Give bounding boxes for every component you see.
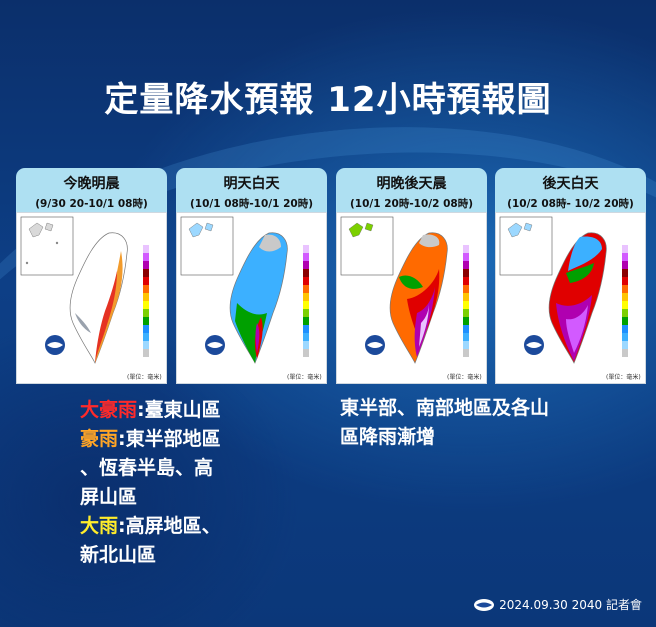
panel-time-range: (10/1 08時-10/1 20時) bbox=[190, 198, 313, 210]
heavy-rain-line: 大雨:高屏地區、 bbox=[80, 512, 280, 541]
torrential-text: :東半部地區 bbox=[118, 428, 221, 450]
panel-period-name: 明天白天 bbox=[223, 176, 280, 192]
rainfall-map-graphic: (單位：毫米) bbox=[180, 216, 322, 381]
panel-time-range: (10/1 20時-10/2 08時) bbox=[350, 198, 473, 210]
rainfall-map: (單位：毫米) bbox=[495, 212, 646, 384]
panel-time-range: (9/30 20-10/1 08時) bbox=[35, 198, 148, 210]
heavy-torrential-text: :臺東山區 bbox=[137, 399, 221, 421]
forecast-panel-1[interactable]: 今晚明晨 (9/30 20-10/1 08時) bbox=[16, 168, 167, 384]
panel-header: 明晚後天晨 (10/1 20時-10/2 08時) bbox=[336, 168, 487, 212]
right-summary-line: 東半部、南部地區及各山 bbox=[340, 397, 550, 419]
panel-header: 明天白天 (10/1 08時-10/1 20時) bbox=[176, 168, 327, 212]
torrential-text-cont: 、恆春半島、高 bbox=[80, 457, 214, 479]
taiwan-map-shape bbox=[548, 232, 607, 364]
panel-header: 後天白天 (10/2 08時- 10/2 20時) bbox=[495, 168, 646, 212]
panel-period-name: 明晚後天晨 bbox=[376, 176, 447, 192]
rainfall-map-graphic: (單位：毫米) bbox=[499, 216, 641, 381]
svg-text:(單位：毫米): (單位：毫米) bbox=[447, 373, 482, 381]
forecast-panel-4[interactable]: 後天白天 (10/2 08時- 10/2 20時) bbox=[495, 168, 646, 384]
forecast-panel-3[interactable]: 明晚後天晨 (10/1 20時-10/2 08時) bbox=[336, 168, 487, 384]
forecast-panel-2[interactable]: 明天白天 (10/1 08時-10/1 20時) bbox=[176, 168, 327, 384]
panel-time-range: (10/2 08時- 10/2 20時) bbox=[507, 198, 634, 210]
taiwan-map-shape bbox=[69, 232, 128, 364]
heavy-rain-text: :高屏地區、 bbox=[118, 515, 221, 537]
rainfall-map-graphic: (單位：毫米) bbox=[340, 216, 482, 381]
svg-text:(單位：毫米): (單位：毫米) bbox=[606, 373, 641, 381]
heavy-rain-text-cont: 新北山區 bbox=[80, 544, 157, 566]
heavy-torrential-label: 大豪雨 bbox=[80, 399, 138, 421]
taiwan-map-shape bbox=[229, 232, 288, 364]
color-legend bbox=[143, 245, 149, 357]
cwa-logo-icon bbox=[474, 598, 495, 611]
footer-text: 2024.09.30 2040 記者會 bbox=[499, 598, 642, 612]
left-summary: 大豪雨:臺東山區 豪雨:東半部地區 、恆春半島、高 屏山區 大雨:高屏地區、 新… bbox=[80, 396, 280, 570]
page-title: 定量降水預報 12小時預報圖 bbox=[104, 80, 552, 120]
rainfall-map: (單位：毫米) bbox=[176, 212, 327, 384]
torrential-text-cont: 屏山區 bbox=[80, 486, 138, 508]
rainfall-map-graphic: (單位：毫米) bbox=[20, 216, 162, 381]
rainfall-map: (單位：毫米) bbox=[16, 212, 167, 384]
panel-period-name: 今晚明晨 bbox=[63, 176, 120, 192]
panel-period-name: 後天白天 bbox=[542, 176, 599, 192]
rainfall-map: (單位：毫米) bbox=[336, 212, 487, 384]
heavy-rain-label: 大雨 bbox=[80, 515, 119, 537]
right-summary-line: 區降雨漸增 bbox=[340, 426, 436, 448]
panel-header: 今晚明晨 (9/30 20-10/1 08時) bbox=[16, 168, 167, 212]
torrential-label: 豪雨 bbox=[80, 428, 119, 450]
right-summary: 東半部、南部地區及各山 區降雨漸增 bbox=[340, 394, 640, 452]
taiwan-map-shape bbox=[389, 232, 448, 364]
footer: 2024.09.30 2040 記者會 bbox=[473, 596, 642, 613]
torrential-line: 豪雨:東半部地區 bbox=[80, 425, 280, 454]
svg-text:(單位：毫米): (單位：毫米) bbox=[287, 373, 322, 381]
legend-unit: (單位：毫米) bbox=[127, 373, 162, 381]
heavy-torrential-line: 大豪雨:臺東山區 bbox=[80, 396, 280, 425]
